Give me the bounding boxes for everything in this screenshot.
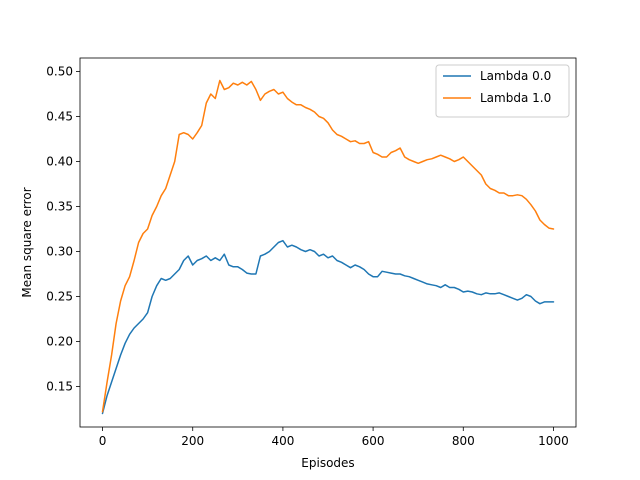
x-tick-label: 200 [181, 434, 204, 448]
y-tick-label: 0.20 [46, 335, 73, 349]
axes-layer: 0 200 400 600 800 1000 0.15 0.20 0.25 0.30 0.35 0.4… [46, 57, 577, 448]
y-tick-label: 0.45 [46, 110, 73, 124]
y-tick-label: 0.40 [46, 155, 73, 169]
legend-label-0: Lambda 0.0 [480, 69, 551, 83]
y-tick-label: 0.25 [46, 290, 73, 304]
y-axis-label: Mean square error [20, 187, 34, 297]
y-tick-label: 0.30 [46, 245, 73, 259]
x-axis-label: Episodes [301, 456, 354, 470]
x-tick-label: 1000 [538, 434, 569, 448]
legend: Lambda 0.0 Lambda 1.0 [435, 64, 570, 118]
series-layer [101, 79, 555, 415]
x-tick-label: 400 [271, 434, 294, 448]
series-line-1 [101, 79, 555, 413]
x-tick-label: 600 [362, 434, 385, 448]
y-tick-label: 0.15 [46, 380, 73, 394]
legend-box [435, 64, 570, 118]
y-tick-label: 0.50 [46, 65, 73, 79]
x-tick-label: 800 [452, 434, 475, 448]
plot-area [80, 58, 576, 427]
plot-frame [79, 57, 577, 428]
x-tick-label: 0 [99, 434, 107, 448]
series-line-0 [101, 239, 555, 415]
legend-label-1: Lambda 1.0 [480, 91, 551, 105]
y-tick-label: 0.35 [46, 200, 73, 214]
